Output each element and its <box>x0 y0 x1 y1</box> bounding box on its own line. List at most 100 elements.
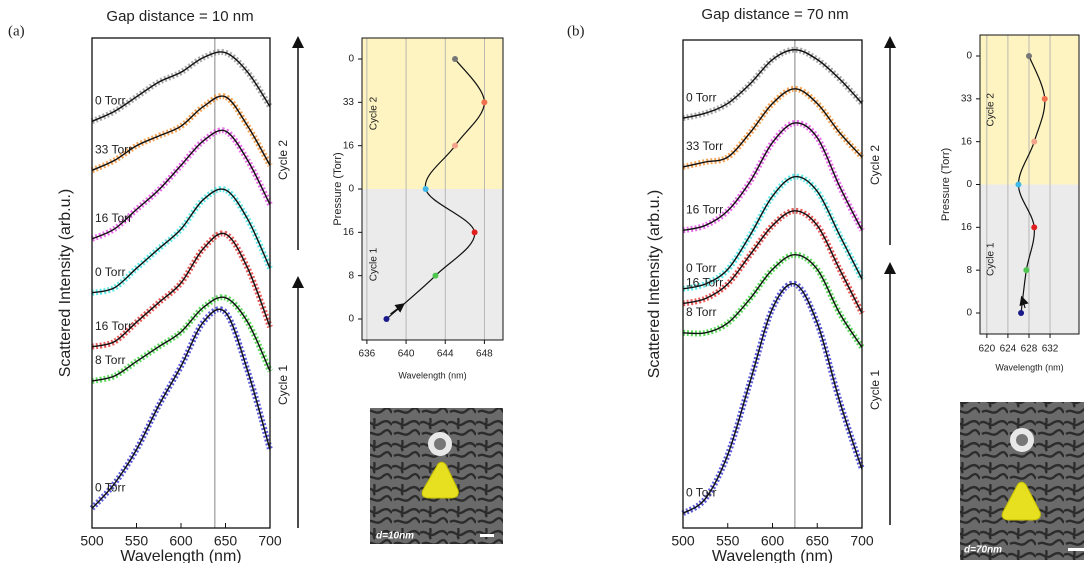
x-tick-label: 550 <box>125 533 149 549</box>
panel-label: (b) <box>567 23 585 39</box>
spectrum-fit <box>682 210 863 314</box>
point <box>1025 53 1032 59</box>
curve-label: 33 Torr <box>686 139 723 153</box>
plot-frame <box>361 37 504 341</box>
y-tick-label: 0 <box>348 314 354 325</box>
spectrum-fit <box>682 88 863 168</box>
cycle-label: Cycle 2 <box>369 96 380 130</box>
x-tick-label: 700 <box>258 533 282 549</box>
image-label: d=10nm <box>376 531 414 542</box>
curve-label: 16 Torr <box>95 319 132 333</box>
trajectory-arrow <box>390 303 406 315</box>
x-tick-label: 500 <box>80 533 104 549</box>
x-tick-label: 624 <box>1000 344 1017 355</box>
point <box>452 142 459 149</box>
y-axis-label: Pressure (Torr) <box>940 148 952 221</box>
x-tick-label: 700 <box>850 533 874 549</box>
point <box>1041 95 1048 102</box>
curve-label: 0 Torr <box>95 265 125 279</box>
curve-label: 16 Torr <box>686 276 723 290</box>
spectrum-data <box>90 48 273 125</box>
point <box>432 272 439 279</box>
spectrum-fit <box>91 296 271 382</box>
x-tick-label: 600 <box>761 533 785 549</box>
y-axis-label: Scattered Intensity (arb.u.) <box>57 189 74 378</box>
curve-label: 0 Torr <box>686 486 716 500</box>
spectrum-fit <box>91 188 271 294</box>
point <box>383 316 390 322</box>
x-tick-label: 644 <box>437 349 454 360</box>
y-tick-label: 0 <box>966 308 972 319</box>
cycle-label: Cycle 2 <box>986 93 997 127</box>
x-tick-label: 632 <box>1042 344 1059 355</box>
x-axis-label: Wavelength (nm) <box>712 548 833 563</box>
chart-title: Gap distance = 70 nm <box>701 6 848 23</box>
spectrum-fit <box>682 282 863 514</box>
y-tick-label: 16 <box>961 136 973 147</box>
cycle-1-region <box>980 184 1079 334</box>
y-tick-label: 8 <box>348 270 354 281</box>
curve-label: 16 Torr <box>95 211 132 225</box>
cycle-label: Cycle 1 <box>369 247 380 281</box>
cycle-label: Cycle 1 <box>868 370 882 410</box>
sem-image: d=10nm <box>370 408 503 544</box>
curve-label: 0 Torr <box>95 93 125 107</box>
y-tick-label: 0 <box>966 51 972 62</box>
spectrum-fit <box>682 254 863 348</box>
x-tick-label: 650 <box>806 533 830 549</box>
y-tick-label: 8 <box>966 265 972 276</box>
spectrum-fit <box>91 95 271 171</box>
x-tick-label: 600 <box>169 533 193 549</box>
spectrum-fit <box>91 232 271 348</box>
y-tick-label: 33 <box>343 97 355 108</box>
y-tick-label: 33 <box>961 93 973 104</box>
point <box>471 229 478 236</box>
cycle-2-region <box>362 38 503 189</box>
x-tick-label: 640 <box>398 349 415 360</box>
curve-label: 33 Torr <box>95 142 132 156</box>
cycle-label: Cycle 1 <box>276 365 290 405</box>
image-label: d=70nm <box>964 545 1002 556</box>
curve-label: 8 Torr <box>95 353 125 367</box>
curve-label: 8 Torr <box>686 305 716 319</box>
y-tick-label: 16 <box>343 140 355 151</box>
spectrum-fit <box>682 175 863 290</box>
curve-label: 0 Torr <box>686 261 716 275</box>
spectrum-fit <box>682 49 863 119</box>
cycle-label: Cycle 2 <box>868 145 882 185</box>
curve-label: 16 Torr <box>686 202 723 216</box>
panel-label: (a) <box>8 23 25 39</box>
point <box>1031 224 1038 231</box>
curve-label: 0 Torr <box>686 90 716 104</box>
x-tick-label: 636 <box>359 349 376 360</box>
y-tick-label: 0 <box>348 54 354 65</box>
point <box>1031 138 1038 145</box>
point <box>452 56 459 62</box>
chart-title: Gap distance = 10 nm <box>106 8 253 25</box>
y-tick-label: 0 <box>966 179 972 190</box>
x-tick-label: 628 <box>1021 344 1038 355</box>
y-axis-label: Scattered Intensity (arb.u.) <box>646 190 663 379</box>
x-tick-label: 650 <box>214 533 238 549</box>
cycle-label: Cycle 1 <box>986 242 997 276</box>
sem-image: d=70nm <box>960 402 1084 560</box>
y-tick-label: 16 <box>343 227 355 238</box>
spectrum-fit <box>682 122 863 232</box>
x-axis-label: Wavelength (nm) <box>995 362 1063 372</box>
x-tick-label: 620 <box>979 344 996 355</box>
point <box>1015 181 1022 188</box>
x-tick-label: 550 <box>716 533 740 549</box>
x-tick-label: 500 <box>671 533 695 549</box>
cycle-1-region <box>362 189 503 340</box>
y-tick-label: 16 <box>961 222 973 233</box>
x-axis-label: Wavelength (nm) <box>398 370 466 380</box>
point <box>481 99 488 106</box>
y-tick-label: 0 <box>348 184 354 195</box>
x-axis-label: Wavelength (nm) <box>120 548 241 563</box>
y-axis-label: Pressure (Torr) <box>332 152 344 225</box>
point <box>422 186 429 192</box>
cycle-label: Cycle 2 <box>276 140 290 180</box>
curve-label: 0 Torr <box>95 481 125 495</box>
